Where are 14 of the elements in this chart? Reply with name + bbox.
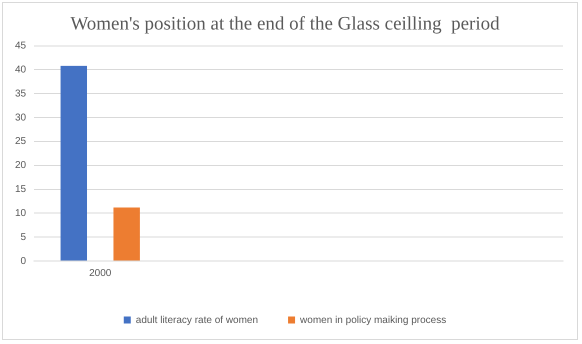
- y-tick-label: 35: [15, 88, 27, 100]
- y-tick-label: 5: [20, 232, 27, 243]
- y-tick-label: 10: [15, 208, 27, 219]
- y-tick-label: 15: [15, 184, 27, 196]
- y-tick-label: 0: [20, 256, 27, 267]
- x-tick-label: 2000: [89, 268, 112, 279]
- y-tick-label: 25: [15, 136, 27, 148]
- chart-title: Women's position at the end of the Glass ceilling period: [70, 13, 500, 34]
- y-tick-label: 45: [15, 40, 27, 52]
- y-tick-label: 20: [15, 160, 27, 172]
- y-tick-label: 30: [15, 112, 27, 124]
- legend-label: women in policy maiking process: [299, 314, 446, 326]
- y-tick-label: 40: [15, 64, 27, 76]
- legend-label: adult literacy rate of women: [136, 314, 258, 326]
